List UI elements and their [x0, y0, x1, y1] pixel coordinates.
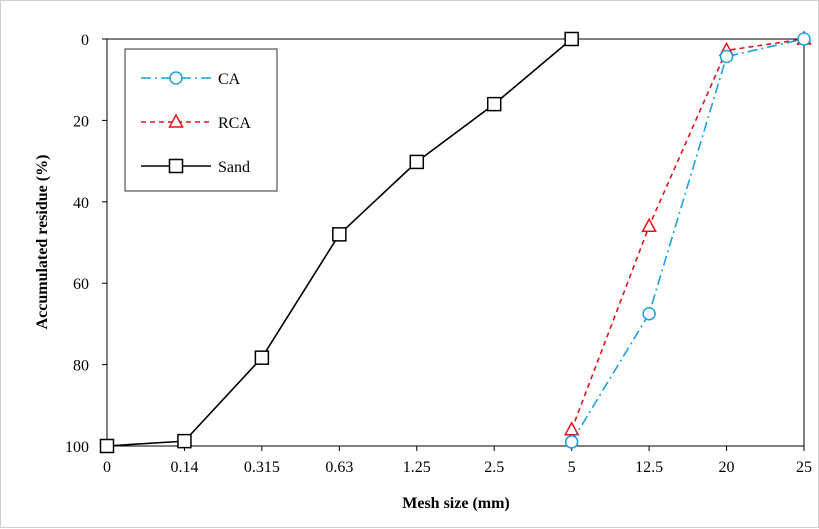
y-tick-label: 0 — [81, 32, 89, 49]
y-tick-label: 100 — [65, 439, 89, 456]
series-sand-point — [99, 438, 115, 454]
x-tick-label: 20 — [719, 459, 735, 476]
series-rca-line — [570, 38, 805, 431]
series-rca-point — [641, 217, 657, 232]
y-tick-label: 40 — [73, 195, 89, 212]
series-sand-point — [486, 96, 502, 112]
x-tick-label: 2.5 — [484, 459, 504, 476]
x-tick-label: 0.14 — [170, 459, 198, 476]
series-ca-point — [564, 435, 579, 449]
legend-ca-label: CA — [218, 71, 241, 88]
legend-rca-marker — [168, 113, 184, 128]
series-sand-point — [332, 227, 347, 242]
series-sand-point — [564, 31, 579, 47]
series-rca — [563, 30, 812, 436]
plot-area — [106, 38, 805, 447]
legend-box — [124, 48, 278, 192]
x-tick-label: 25 — [796, 459, 812, 476]
legend-sand-label: Sand — [218, 159, 250, 176]
series-sand — [99, 31, 579, 454]
y-axis-title: Accumulated residue (%) — [34, 155, 51, 330]
series-sand-point — [254, 350, 270, 365]
x-tick-label: 5 — [568, 459, 576, 476]
y-axis-ticks: 0 20 40 60 80 100 — [65, 32, 107, 456]
x-tick-label: 0.315 — [244, 459, 280, 476]
y-tick-label: 20 — [73, 113, 89, 130]
x-axis-title: Mesh size (mm) — [402, 495, 510, 512]
series-ca — [564, 32, 811, 449]
series-rca-point — [563, 421, 580, 436]
legend-ca-marker — [169, 71, 183, 85]
series-ca-point — [719, 49, 734, 64]
y-tick-label: 60 — [73, 276, 89, 293]
series-layer — [99, 30, 812, 454]
legend-rca-label: RCA — [218, 115, 251, 132]
x-tick-label: 0 — [103, 459, 111, 476]
legend-sand-marker — [168, 158, 184, 174]
x-axis-ticks: 0 0.14 0.315 0.63 1.25 2.5 5 12.5 20 25 — [103, 446, 812, 476]
series-ca-point — [797, 32, 811, 46]
x-tick-label: 1.25 — [403, 459, 431, 476]
series-sand-point — [177, 433, 192, 449]
series-ca-point — [642, 306, 656, 321]
x-tick-label: 0.63 — [325, 459, 353, 476]
series-ca-line — [570, 38, 805, 443]
x-tick-label: 12.5 — [635, 459, 663, 476]
legend: CA RCA Sand — [124, 48, 278, 192]
series-sand-point — [409, 154, 425, 170]
y-tick-label: 80 — [73, 358, 89, 375]
